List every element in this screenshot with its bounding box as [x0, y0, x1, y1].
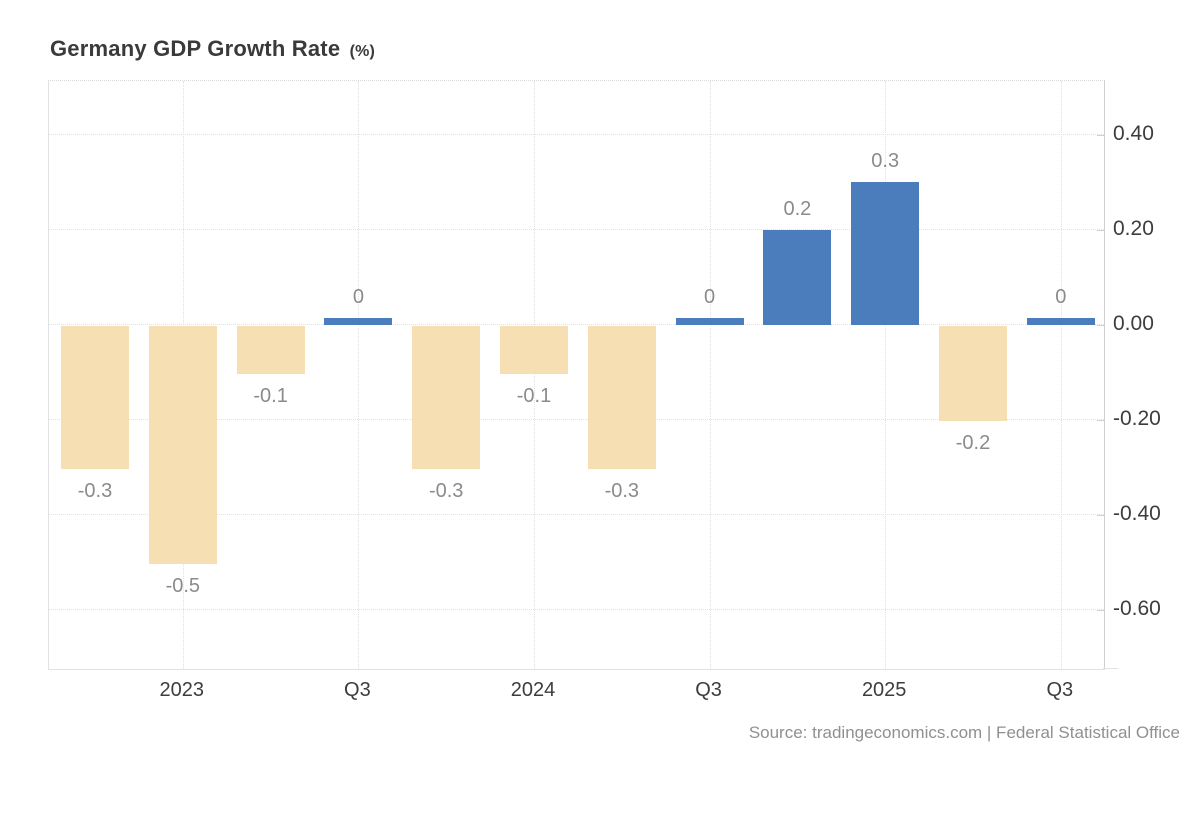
- bar[interactable]: [148, 326, 217, 564]
- x-axis-label: 2023: [159, 679, 205, 701]
- bar[interactable]: [763, 230, 832, 325]
- plot-area: -0.3 -0.5 -0.1 0 -0.3 -0.1 -0.3 0 0.2 0.3 -0.2 0: [48, 80, 1105, 670]
- bar[interactable]: [324, 318, 393, 325]
- y-axis-label: 0.00: [1113, 312, 1154, 335]
- bar-value-label: 0: [704, 286, 716, 308]
- bar[interactable]: [236, 326, 305, 374]
- bar[interactable]: [500, 326, 568, 374]
- bar-value-label: -0.3: [77, 480, 113, 502]
- y-gridline: [49, 229, 1104, 230]
- y-gridline: [49, 324, 1104, 325]
- page-title: Germany GDP Growth Rate (%): [50, 36, 375, 62]
- y-axis-label: -0.20: [1113, 407, 1161, 430]
- x-axis-label: Q3: [344, 679, 371, 701]
- y-axis-tick: [1097, 325, 1104, 326]
- bar-value-label: -0.1: [253, 385, 288, 407]
- y-gridline: [49, 514, 1104, 515]
- x-gridline: [1060, 81, 1062, 669]
- chart-title-text: Germany GDP Growth Rate: [50, 36, 341, 61]
- y-axis-tick: [1097, 610, 1104, 611]
- y-gridline: [49, 134, 1104, 135]
- y-axis-label: -0.40: [1113, 502, 1161, 525]
- x-gridline: [885, 81, 887, 669]
- bar-value-label: -0.3: [604, 480, 640, 502]
- x-gridline: [534, 81, 535, 669]
- bar[interactable]: [1026, 318, 1095, 325]
- bar[interactable]: [61, 326, 129, 469]
- bar[interactable]: [675, 318, 744, 325]
- source-attribution: Source: tradingeconomics.com | Federal S…: [748, 723, 1180, 742]
- bar-value-label: 0.2: [783, 198, 812, 220]
- y-axis-tick: [1097, 135, 1104, 136]
- bar-value-label: 0.3: [871, 150, 900, 172]
- bar-value-label: -0.3: [428, 480, 464, 502]
- bar-value-label: 0: [1055, 286, 1067, 308]
- bar-value-label: 0: [352, 286, 364, 308]
- y-gridline: [49, 609, 1104, 610]
- y-gridline: [49, 419, 1104, 420]
- bar-value-label: -0.1: [516, 385, 552, 407]
- bar[interactable]: [939, 326, 1007, 421]
- y-axis-label: -0.60: [1113, 597, 1161, 620]
- y-axis-tick: [1097, 420, 1104, 421]
- bar-value-label: -0.5: [165, 575, 201, 597]
- x-axis-label: Q3: [1046, 679, 1074, 701]
- y-axis-tick: [1097, 515, 1104, 516]
- bar[interactable]: [587, 326, 656, 469]
- x-axis-label: 2025: [861, 679, 907, 701]
- bar[interactable]: [412, 326, 481, 469]
- x-gridline: [358, 81, 360, 669]
- x-axis-label: 2024: [510, 679, 556, 701]
- y-axis-label: 0.40: [1113, 122, 1154, 145]
- y-axis-label: 0.20: [1113, 217, 1154, 240]
- bar-value-label: -0.2: [955, 432, 991, 454]
- x-axis-end-tick: [1103, 668, 1118, 669]
- x-axis-label: Q3: [695, 679, 722, 701]
- chart-title-unit: (%): [349, 43, 376, 60]
- bar[interactable]: [851, 182, 920, 325]
- y-axis-tick: [1097, 230, 1104, 231]
- x-gridline: [709, 81, 711, 669]
